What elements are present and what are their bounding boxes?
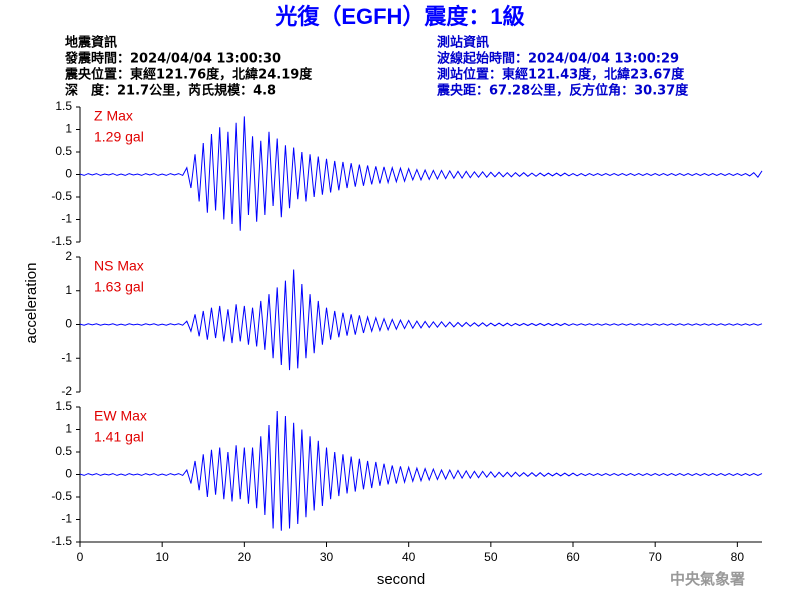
- x-tick-label: 10: [155, 550, 169, 564]
- x-tick-label: 80: [731, 550, 745, 564]
- x-tick-label: 70: [649, 550, 663, 564]
- series-label: Z Max: [94, 108, 133, 124]
- x-tick-label: 30: [320, 550, 334, 564]
- x-tick-label: 60: [566, 550, 580, 564]
- info-line: 波線起始時間：2024/04/04 13:00:29: [437, 51, 679, 67]
- x-tick-label: 40: [402, 550, 416, 564]
- y-tick-label: -2: [61, 384, 72, 398]
- x-axis-label: second: [377, 571, 425, 588]
- y-tick-label: 0.5: [55, 444, 72, 458]
- x-tick-label: 50: [484, 550, 498, 564]
- y-tick-label: -1: [61, 350, 72, 364]
- y-tick-label: -1.5: [51, 534, 72, 548]
- series-max: 1.29 gal: [94, 129, 144, 145]
- x-tick-label: 20: [238, 550, 252, 564]
- y-tick-label: 1.5: [55, 99, 72, 113]
- watermark: 中央氣象署: [670, 570, 745, 588]
- y-tick-label: 1: [65, 283, 72, 297]
- info-line: 深 度：21.7公里，芮氏規模：4.8: [65, 83, 276, 99]
- y-tick-label: 1.5: [55, 399, 72, 413]
- y-tick-label: -1: [61, 212, 72, 226]
- y-tick-label: 2: [65, 249, 72, 263]
- chart-title: 光復（EGFH）震度：1級: [274, 4, 524, 29]
- info-title: 地震資訊: [65, 35, 117, 51]
- y-tick-label: 0: [65, 167, 72, 181]
- y-tick-label: 0: [65, 467, 72, 481]
- y-tick-label: 1: [65, 422, 72, 436]
- info-line: 測站位置：東經121.43度，北緯23.67度: [437, 67, 685, 83]
- waveform: [79, 411, 763, 531]
- series-max: 1.41 gal: [94, 429, 144, 445]
- waveform: [79, 269, 763, 371]
- y-tick-label: 1: [65, 122, 72, 136]
- info-line: 發震時間：2024/04/04 13:00:30: [64, 51, 281, 67]
- y-axis-label: acceleration: [23, 263, 40, 344]
- info-title: 測站資訊: [437, 35, 489, 51]
- info-line: 震央距：67.28公里，反方位角：30.37度: [436, 83, 689, 99]
- y-tick-label: -0.5: [51, 189, 72, 203]
- series-max: 1.63 gal: [94, 279, 144, 295]
- series-label: NS Max: [94, 258, 144, 274]
- y-tick-label: 0.5: [55, 144, 72, 158]
- waveform: [79, 116, 763, 231]
- series-label: EW Max: [94, 408, 147, 424]
- y-tick-label: -0.5: [51, 489, 72, 503]
- info-line: 震央位置：東經121.76度，北緯24.19度: [64, 67, 313, 83]
- y-tick-label: -1.5: [51, 234, 72, 248]
- y-tick-label: 0: [65, 317, 72, 331]
- y-tick-label: -1: [61, 512, 72, 526]
- x-tick-label: 0: [77, 550, 84, 564]
